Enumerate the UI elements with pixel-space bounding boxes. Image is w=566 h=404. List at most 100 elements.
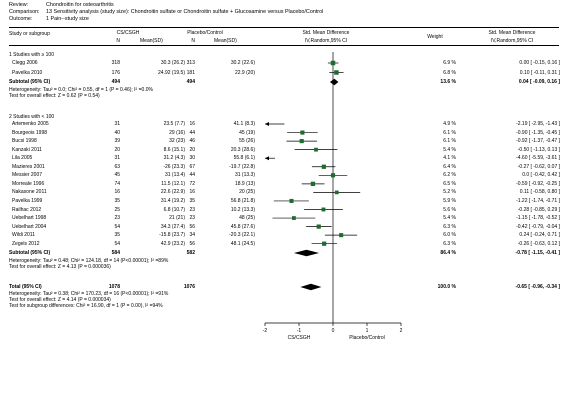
study-ci: 0.11 [ -0.58, 0.80 ] (519, 189, 560, 196)
study-exp-mean-sd: 34.3 (27.4) (160, 223, 185, 230)
study-ctl-n: 16 (189, 189, 195, 196)
study-exp-n: 54 (114, 223, 120, 230)
outcome-value: 1 Pain--study size (46, 16, 89, 22)
col-study-header: Study or subgroup (9, 31, 50, 37)
study-exp-mean-sd: 31.4 (19.2) (160, 197, 185, 204)
study-name: Nakasone 2011 (12, 189, 47, 196)
study-ci: -0.92 [ -1.37, -0.47 ] (516, 138, 560, 145)
study-name: Railhac 2012 (12, 206, 42, 213)
study-weight: 6.1 % (443, 138, 456, 145)
x-axis-tick-label: 1 (366, 328, 369, 334)
header-rule-bottom (9, 45, 559, 46)
study-weight: 6.5 % (443, 180, 456, 187)
study-ctl-n: 46 (189, 138, 195, 145)
study-weight: 6.4 % (443, 163, 456, 170)
review-value: Chondroitin for osteoarthritis (46, 2, 114, 8)
group-1-title: 1 Studies with ≥ 100 (9, 52, 54, 58)
study-exp-mean-sd: -26 (23.3) (163, 163, 185, 170)
study-ci: -0.42 [ -0.79, -0.04 ] (516, 223, 560, 230)
study-point (300, 130, 305, 135)
study-exp-mean-sd: -15.8 (23.7) (159, 232, 185, 239)
study-exp-n: 318 (111, 60, 120, 66)
study-ci: 0.24 [ -0.24, 0.71 ] (519, 232, 560, 239)
study-ctl-n: 313 (186, 60, 195, 66)
study-name: Uebelhart 2004 (12, 223, 47, 230)
study-weight: 6.0 % (443, 232, 456, 239)
subtotal-ci: -0.78 [ -1.15, -0.41 ] (515, 250, 560, 256)
study-ci: -1.15 [ -1.78, -0.52 ] (516, 215, 560, 222)
study-exp-mean-sd: 31 (13.4) (164, 172, 185, 179)
study-exp-mean-sd: 11.5 (12.1) (161, 180, 185, 187)
study-exp-mean-sd: 24.92 (19.5) (158, 69, 185, 76)
study-ci: -0.27 [ -0.62, 0.07 ] (517, 163, 560, 170)
col-smd-right-method-header: IV,Random,95% CI (490, 38, 534, 44)
study-exp-n: 63 (114, 163, 120, 170)
subtotal-diamond (329, 78, 339, 86)
col-smd-method-header: IV,Random,95% CI (304, 38, 348, 44)
study-ctl-n: 67 (189, 163, 195, 170)
study-ctl-n: 20 (189, 146, 195, 153)
study-ci: -0.50 [ -1.13, 0.13 ] (517, 146, 560, 153)
study-weight: 5.4 % (443, 146, 456, 153)
study-weight: 5.9 % (443, 197, 456, 204)
subtotal-label: Subtotal (95% CI) (9, 250, 51, 256)
study-weight: 5.6 % (443, 206, 456, 213)
study-exp-mean-sd: 42.9 (23.2) (160, 240, 185, 247)
study-exp-n: 20 (114, 146, 120, 153)
study-ctl-mean-sd: 18.9 (13) (234, 180, 255, 187)
study-ci: 0.00 [ -0.15, 0.16 ] (519, 60, 560, 66)
off-scale-arrow (265, 122, 269, 126)
study-ctl-n: 23 (189, 215, 195, 222)
study-point (334, 190, 339, 195)
subtotal-label: Subtotal (95% CI) (9, 79, 51, 85)
study-name: Morreale 1996 (12, 180, 45, 187)
study-ci: -1.22 [ -1.74, -0.71 ] (516, 197, 560, 204)
col-weight-header: Weight (427, 34, 443, 40)
group-2-heterogeneity: Heterogeneity: Tau² = 0.48; Chi² = 124.1… (9, 258, 169, 264)
x-axis-tick-label: -2 (263, 328, 268, 334)
study-exp-n: 35 (114, 232, 120, 239)
study-exp-n: 25 (114, 206, 120, 213)
group-1-heterogeneity: Heterogeneity: Tau² = 0.0; Chi² = 0.55, … (9, 87, 153, 93)
subtotal-ctl-n: 582 (186, 250, 195, 256)
study-exp-mean-sd: 6.8 (10.7) (163, 206, 185, 213)
study-name: Bucsi 1998 (12, 138, 37, 145)
study-exp-mean-sd: 21 (21) (169, 215, 185, 222)
study-point (339, 233, 344, 238)
comparison-label: Comparison: (9, 9, 40, 15)
study-weight: 6.9 % (443, 60, 456, 66)
subtotal-ctl-n: 494 (186, 79, 195, 85)
study-name: Kanzaki 2011 (12, 146, 42, 153)
total-label: Total (95% CI) (9, 284, 42, 290)
study-name: Wildi 2011 (12, 232, 35, 239)
col-smd-right-header: Std. Mean Difference (488, 30, 536, 36)
group-1-overall-effect: Test for overall effect: Z = 0.62 (P = 0… (9, 93, 100, 99)
study-name: Artemenko 2005 (12, 121, 49, 127)
study-point (321, 207, 326, 212)
study-weight: 6.1 % (443, 129, 456, 136)
study-point (321, 164, 326, 169)
group-2-overall-effect: Test for overall effect: Z = 4.13 (P = 0… (9, 264, 111, 270)
x-axis-tick-label: -1 (297, 328, 302, 334)
study-ctl-n: 56 (189, 240, 195, 247)
study-ctl-mean-sd: 20.3 (28.6) (230, 146, 255, 153)
total-overall-effect: Test for overall effect: Z = 4.14 (P = 0… (9, 297, 111, 303)
study-name: Clegg 2006 (12, 60, 38, 66)
study-point (292, 216, 296, 220)
study-ctl-mean-sd: 30.2 (22.6) (230, 60, 255, 66)
study-exp-mean-sd: 30.3 (26.2) (160, 60, 185, 66)
x-axis-tick-label: 2 (400, 328, 403, 334)
study-ctl-n: 56 (189, 223, 195, 230)
study-ctl-mean-sd: 45.8 (27.6) (230, 223, 255, 230)
col-ctl-group-header: Placebo/Control (187, 30, 223, 36)
study-exp-n: 39 (114, 138, 120, 145)
study-ctl-n: 16 (189, 121, 195, 127)
study-point (330, 60, 336, 66)
study-ci: -0.28 [ -0.85, 0.29 ] (517, 206, 560, 213)
study-ci: 0.10 [ -0.11, 0.31 ] (519, 69, 560, 76)
study-exp-n: 40 (114, 129, 120, 136)
study-exp-n: 45 (114, 172, 120, 179)
study-weight: 6.2 % (443, 172, 456, 179)
study-ctl-mean-sd: -20.3 (22.1) (229, 232, 255, 239)
x-axis-tick-label: 0 (332, 328, 335, 334)
